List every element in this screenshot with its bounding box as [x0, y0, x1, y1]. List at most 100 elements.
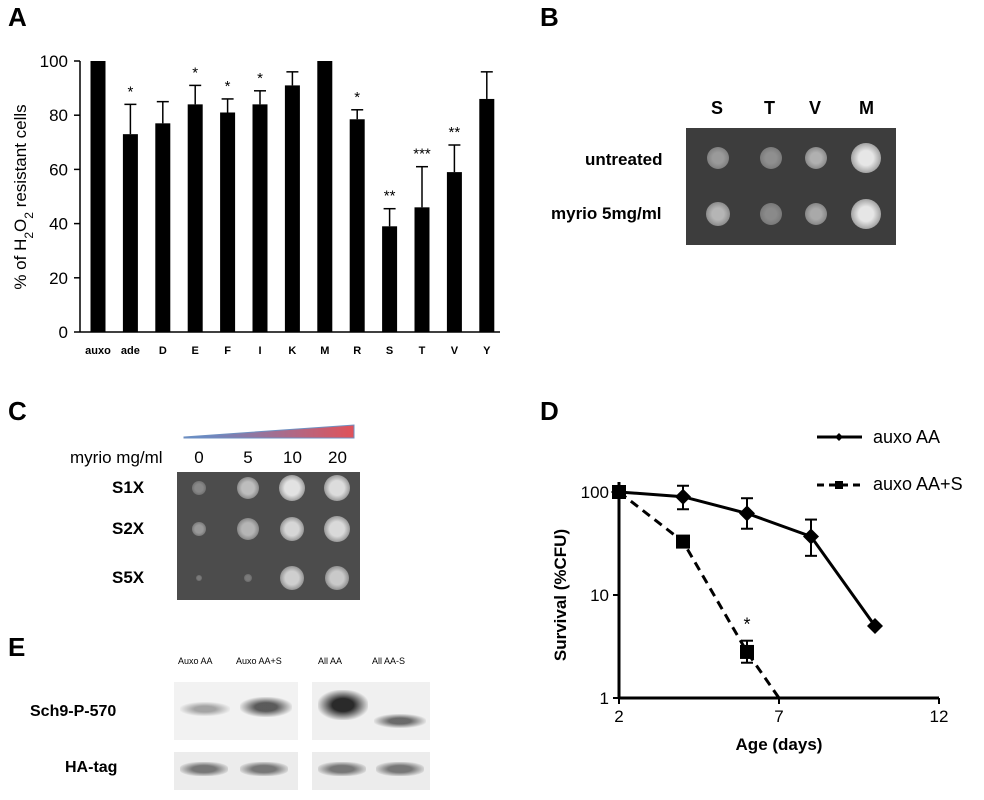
- blot-band: [240, 762, 288, 776]
- x-tick-label: M: [320, 345, 329, 357]
- bar: [284, 85, 300, 332]
- x-tick-label: D: [159, 345, 167, 357]
- blot-band: [374, 714, 426, 728]
- row-label: HA-tag: [65, 759, 118, 776]
- colony-spot: [192, 481, 206, 495]
- blot-band: [180, 702, 230, 716]
- significance-mark: *: [743, 615, 750, 635]
- y-axis-label-part: 2: [22, 212, 36, 219]
- lane-label: All AA-S: [372, 656, 406, 666]
- y-axis-label-part: resistant cells: [11, 104, 30, 212]
- bar: [187, 104, 203, 332]
- significance-mark: *: [225, 78, 231, 95]
- y-tick-label: 100: [581, 483, 609, 502]
- colony-spot: [192, 522, 206, 536]
- x-tick-label: V: [451, 345, 459, 357]
- colony-spot: [760, 147, 782, 169]
- y-tick-label: 80: [49, 106, 68, 125]
- panel-letter-c: C: [8, 396, 27, 426]
- lane-label: All AA: [318, 656, 343, 666]
- y-tick-label: 0: [59, 323, 68, 342]
- bar: [479, 98, 495, 332]
- lane-label: Auxo AA: [178, 656, 213, 666]
- y-tick-label: 1: [600, 689, 609, 708]
- bar: [446, 172, 462, 332]
- significance-mark: *: [192, 64, 198, 81]
- x-tick-label: K: [288, 345, 296, 357]
- significance-mark: ***: [413, 146, 431, 163]
- row-label: S5X: [112, 568, 145, 587]
- concentration-label: 20: [328, 448, 347, 467]
- concentration-gradient-wedge: [183, 424, 355, 439]
- y-axis-label-part: % of H: [11, 239, 30, 290]
- x-tick-label: R: [353, 345, 361, 357]
- bar: [414, 207, 430, 332]
- row-label: S2X: [112, 519, 145, 538]
- colony-spot: [237, 477, 259, 499]
- data-point: [803, 528, 819, 545]
- data-point: [739, 505, 755, 522]
- bar: [122, 134, 138, 332]
- colony-spot: [279, 475, 305, 501]
- y-axis-label: Survival (%CFU): [551, 529, 570, 661]
- data-point: [867, 618, 883, 635]
- column-label: T: [764, 98, 775, 118]
- x-tick-label: 12: [930, 707, 949, 726]
- survival-chart-panel-d: 1 10 100 2 7 12 Age (days) Survival (%CFU) * auxo…: [551, 427, 963, 754]
- y-axis-label-part: O: [11, 219, 30, 232]
- x-tick-label: T: [419, 345, 426, 357]
- concentration-label: 10: [283, 448, 302, 467]
- x-tick-label: S: [386, 345, 393, 357]
- x-axis-label: Age (days): [736, 735, 823, 754]
- significance-mark: *: [354, 89, 360, 106]
- column-label: S: [711, 98, 724, 118]
- lane-label: Auxo AA+S: [236, 656, 282, 666]
- blot-band: [318, 690, 368, 720]
- bar: [220, 112, 236, 333]
- row-label: untreated: [585, 150, 663, 169]
- bar: [382, 226, 398, 332]
- blot-band: [318, 762, 366, 776]
- colony-spot: [280, 517, 304, 541]
- bar: [317, 61, 333, 332]
- x-tick-label: auxo: [85, 345, 111, 357]
- data-point: [612, 485, 626, 499]
- y-tick-label: 20: [49, 269, 68, 288]
- y-tick-label: 10: [590, 586, 609, 605]
- x-tick-label: 2: [614, 707, 623, 726]
- colony-spot: [851, 143, 881, 173]
- x-tick-label: I: [258, 345, 261, 357]
- y-tick-label: 40: [49, 215, 68, 234]
- header-label: myrio mg/ml: [70, 448, 163, 467]
- row-label: S1X: [112, 478, 145, 497]
- bar: [349, 119, 365, 332]
- concentration-label: 0: [194, 448, 204, 467]
- row-label: myrio 5mg/ml: [551, 204, 662, 223]
- column-label: M: [859, 98, 874, 118]
- y-tick-label: 100: [40, 52, 68, 71]
- data-point: [675, 488, 691, 505]
- blot-band: [376, 762, 424, 776]
- colony-spot: [196, 575, 202, 581]
- x-tick-label: E: [192, 345, 199, 357]
- x-tick-label: 7: [774, 707, 783, 726]
- colony-spot: [280, 566, 304, 590]
- bar: [90, 61, 106, 332]
- panel-letter-e: E: [8, 632, 26, 662]
- bar: [252, 104, 268, 332]
- blot-band: [180, 762, 228, 776]
- concentration-label: 5: [243, 448, 253, 467]
- legend-label-auxo-aa-s: auxo AA+S: [873, 474, 963, 494]
- row-label: Sch9-P-570: [30, 703, 117, 720]
- x-tick-label: ade: [121, 345, 140, 357]
- y-tick-label: 60: [49, 160, 68, 179]
- wedge: [183, 424, 355, 439]
- colony-spot: [805, 147, 827, 169]
- colony-spot: [324, 475, 350, 501]
- blot-band: [240, 697, 292, 717]
- x-tick-label: F: [224, 345, 231, 357]
- colony-spot: [851, 199, 881, 229]
- data-point: [676, 534, 690, 549]
- panel-letter-a: A: [8, 2, 27, 32]
